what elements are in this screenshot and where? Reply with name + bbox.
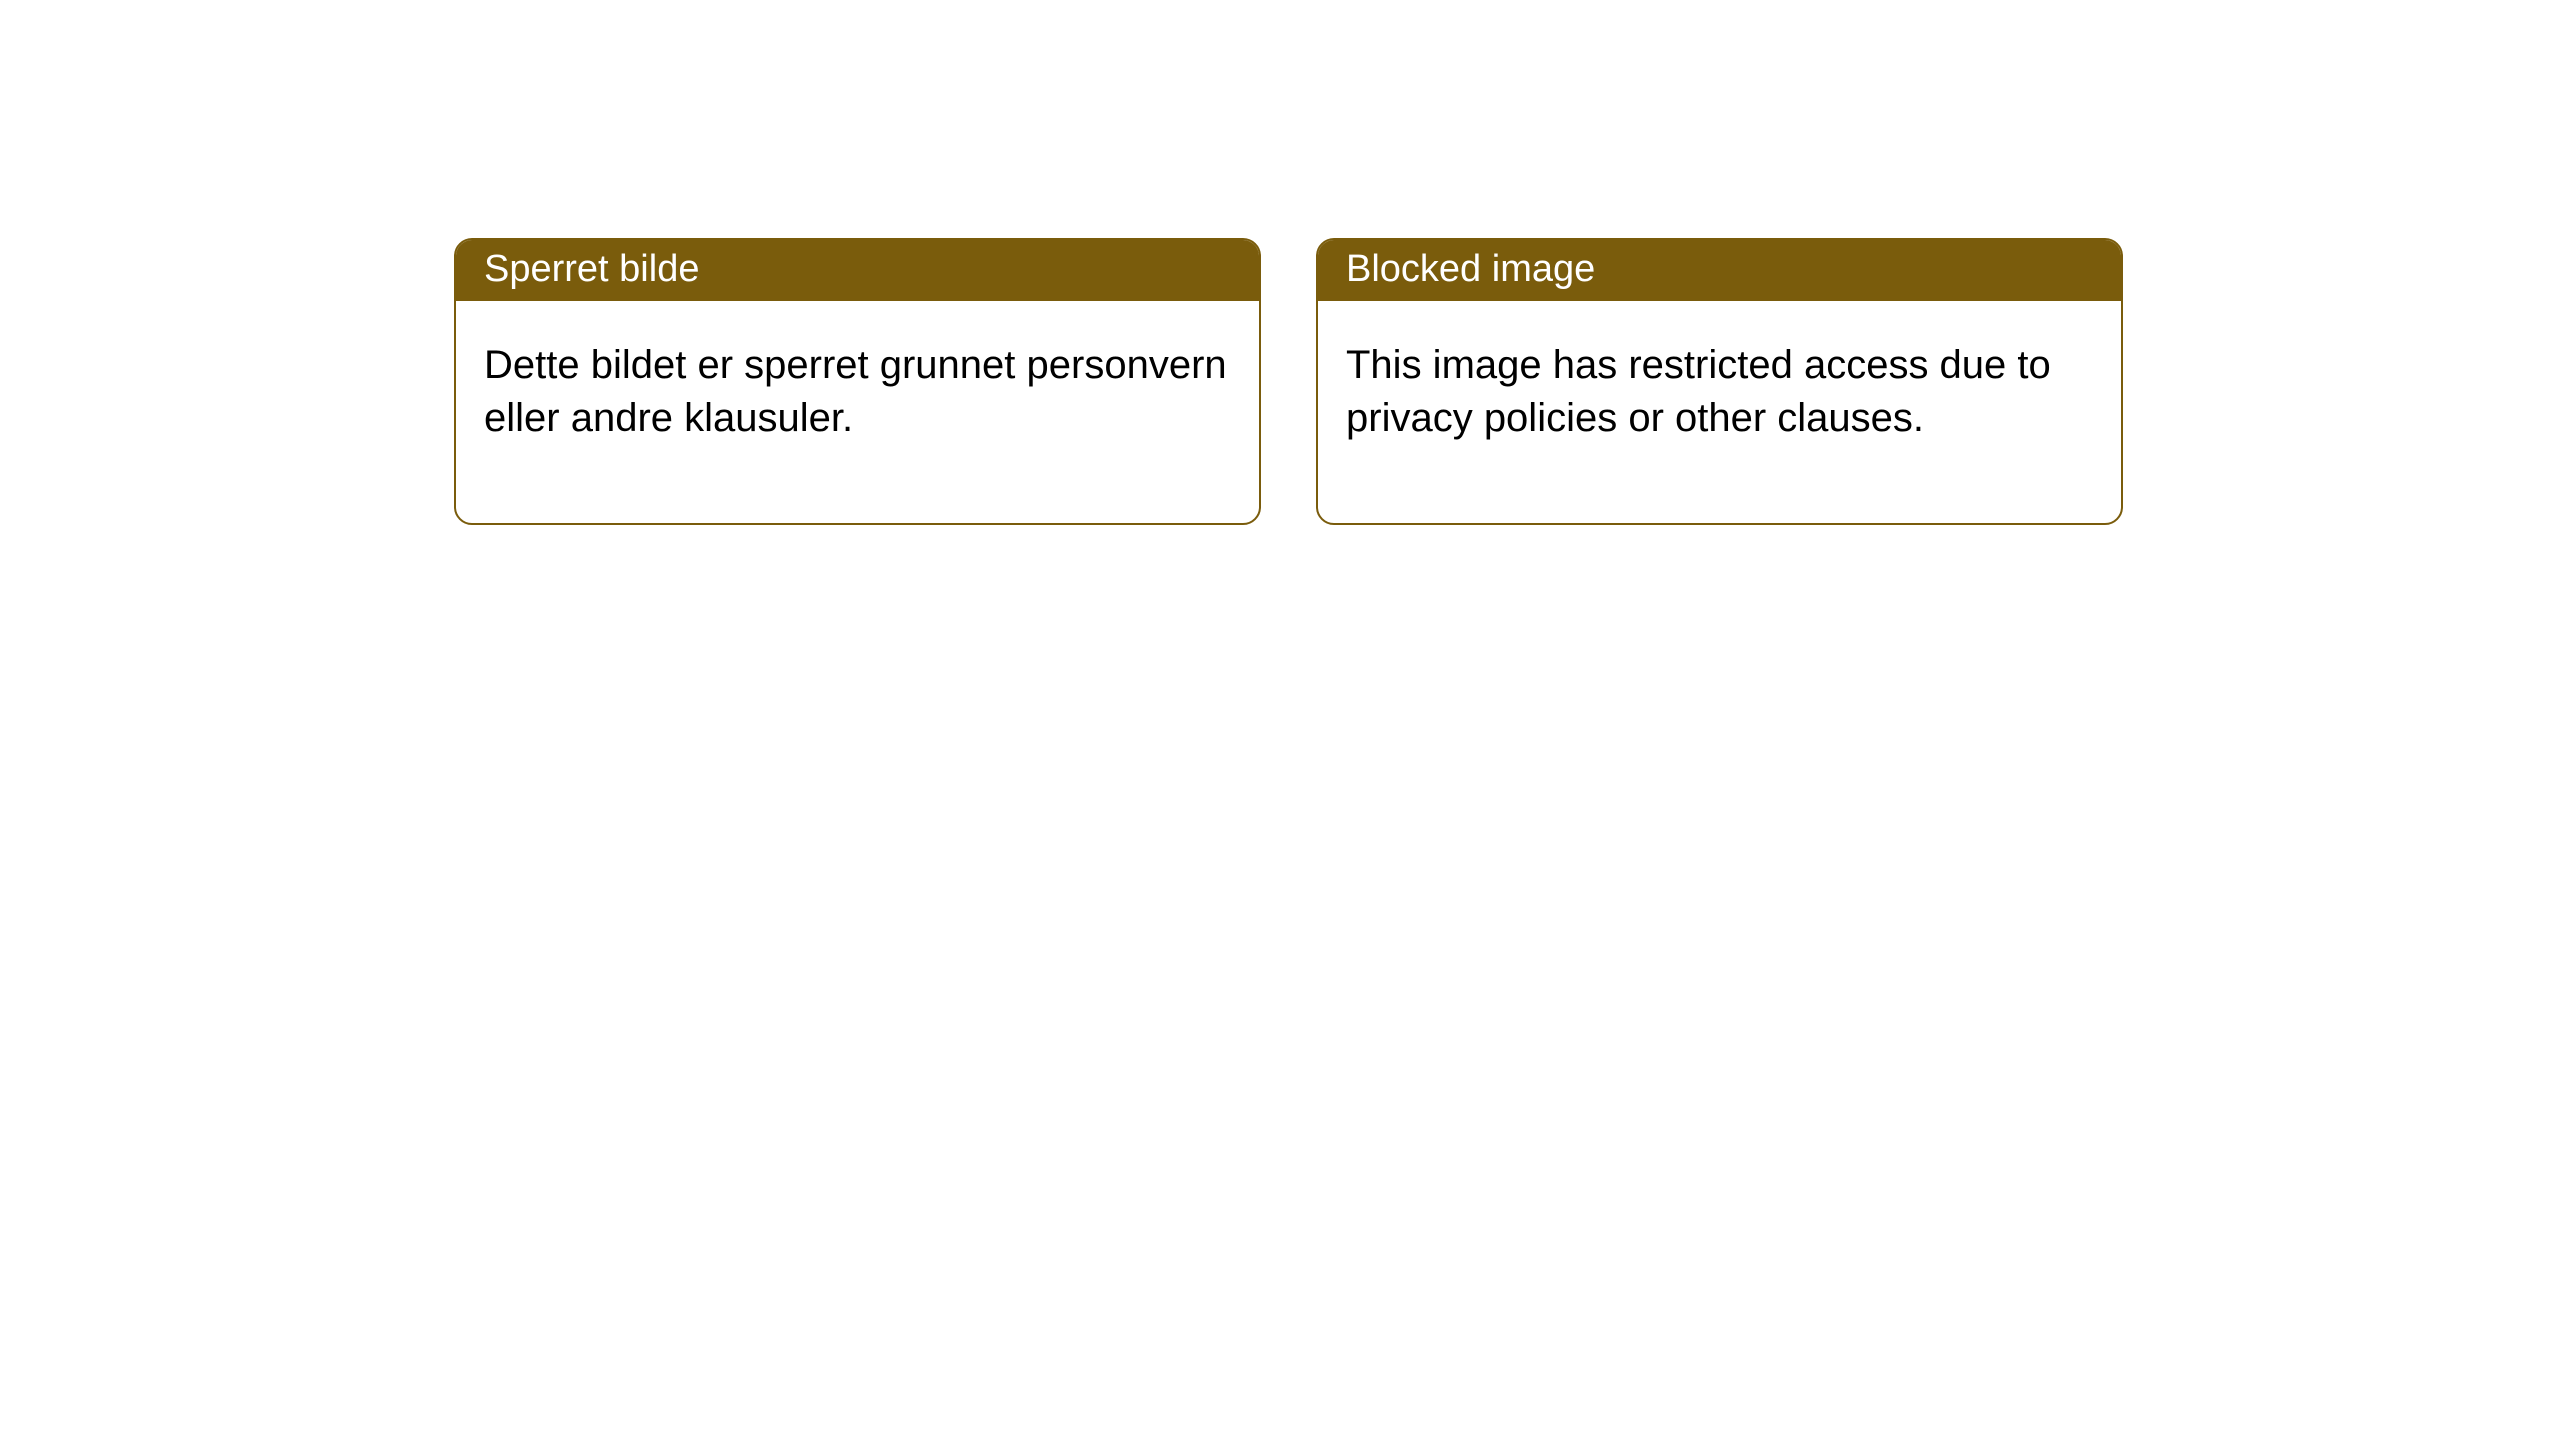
notice-message-norwegian: Dette bildet er sperret grunnet personve… xyxy=(456,301,1259,523)
notice-box-norwegian: Sperret bilde Dette bildet er sperret gr… xyxy=(454,238,1261,525)
notice-title-english: Blocked image xyxy=(1318,240,2121,301)
notice-message-english: This image has restricted access due to … xyxy=(1318,301,2121,523)
notice-title-norwegian: Sperret bilde xyxy=(456,240,1259,301)
notice-container: Sperret bilde Dette bildet er sperret gr… xyxy=(0,0,2560,525)
notice-box-english: Blocked image This image has restricted … xyxy=(1316,238,2123,525)
